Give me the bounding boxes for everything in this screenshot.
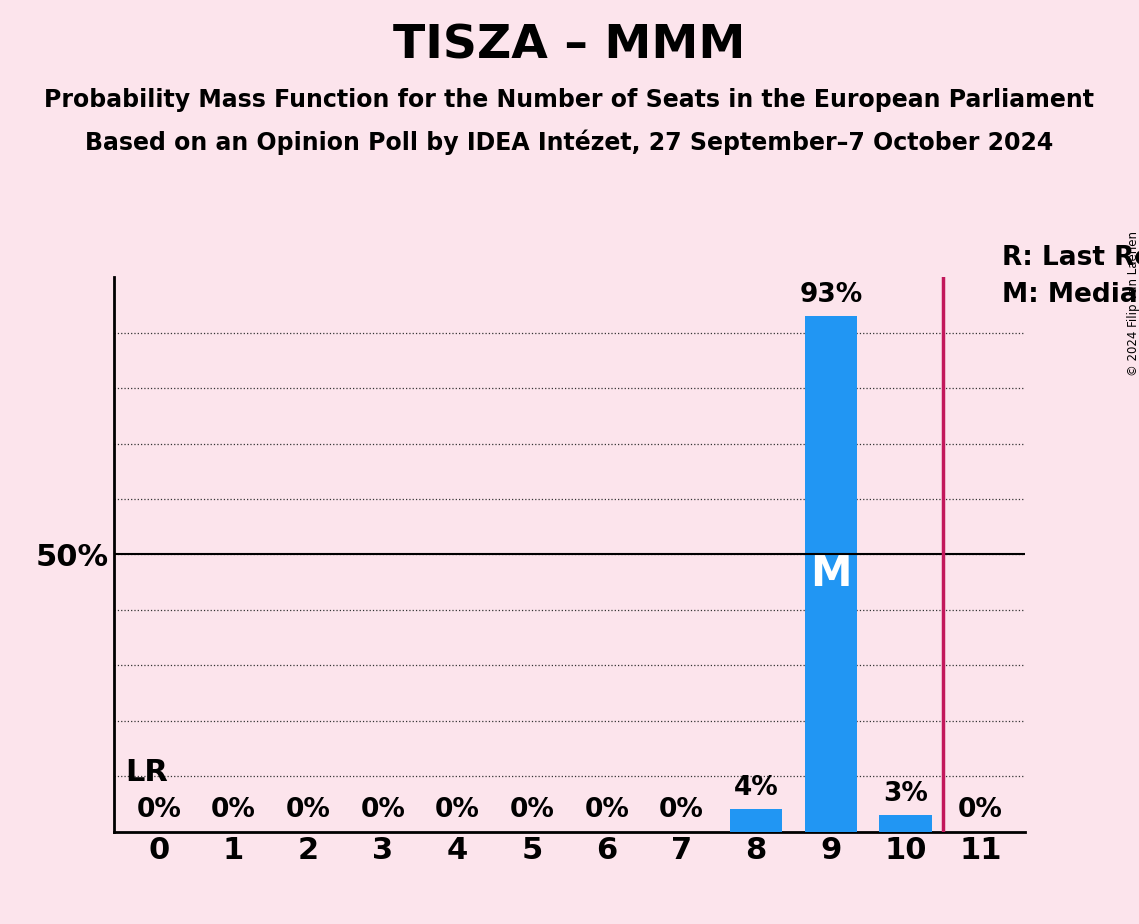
Text: 0%: 0%: [958, 797, 1002, 823]
Text: Probability Mass Function for the Number of Seats in the European Parliament: Probability Mass Function for the Number…: [44, 88, 1095, 112]
Text: 0%: 0%: [584, 797, 629, 823]
Text: 0%: 0%: [435, 797, 480, 823]
Text: 0%: 0%: [360, 797, 405, 823]
Text: 0%: 0%: [211, 797, 256, 823]
Text: R: Last Result: R: Last Result: [1002, 245, 1139, 271]
Bar: [730, 809, 782, 832]
Text: TISZA – MMM: TISZA – MMM: [393, 23, 746, 68]
Text: 0%: 0%: [659, 797, 704, 823]
Text: Based on an Opinion Poll by IDEA Intézet, 27 September–7 October 2024: Based on an Opinion Poll by IDEA Intézet…: [85, 129, 1054, 155]
Bar: [805, 316, 857, 832]
Text: 0%: 0%: [137, 797, 181, 823]
Text: 3%: 3%: [883, 781, 928, 807]
Text: 0%: 0%: [286, 797, 330, 823]
Text: 93%: 93%: [800, 282, 862, 308]
Text: M: M: [810, 553, 852, 595]
Text: © 2024 Filip van Laenen: © 2024 Filip van Laenen: [1126, 231, 1139, 376]
Text: 4%: 4%: [734, 775, 779, 801]
Text: M: Median: M: Median: [1002, 282, 1139, 308]
Text: 0%: 0%: [510, 797, 555, 823]
Bar: [879, 815, 932, 832]
Text: LR: LR: [125, 759, 167, 787]
